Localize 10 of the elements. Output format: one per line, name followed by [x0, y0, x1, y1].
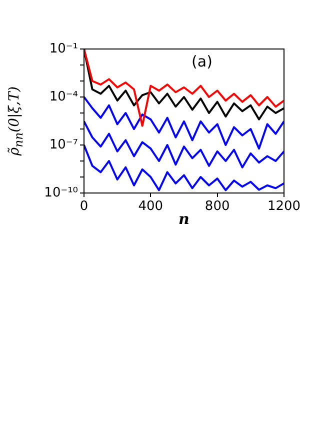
x-tick-label: 1200	[267, 199, 301, 214]
x-axis-title: n	[178, 210, 190, 228]
y-tick-label: 10⁻¹⁰	[44, 185, 78, 200]
y-tick-label: 10⁻¹	[49, 41, 78, 56]
x-tick-label: 400	[138, 199, 164, 214]
y-tick-label: 10⁻⁴	[49, 89, 78, 104]
y-tick-label: 10⁻⁷	[49, 137, 78, 152]
x-tick-label: 0	[80, 199, 88, 214]
annotation: (a)	[192, 52, 212, 70]
x-tick-label: 800	[204, 199, 230, 214]
